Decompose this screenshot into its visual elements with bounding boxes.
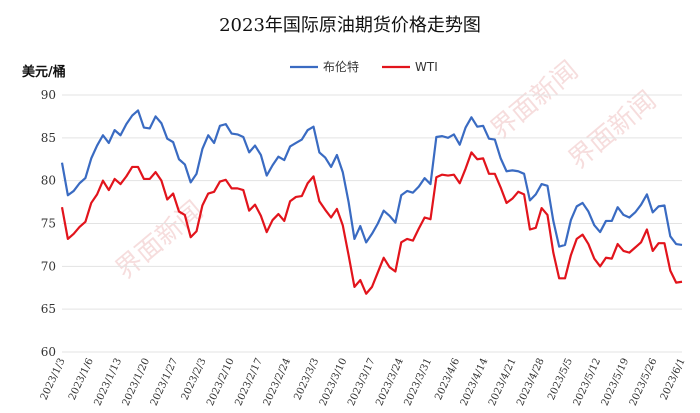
x-tick-label: 2023/1/20 bbox=[121, 357, 153, 408]
y-tick-label: 60 bbox=[41, 345, 56, 359]
x-tick-label: 2023/3/24 bbox=[374, 357, 406, 408]
y-tick-label: 75 bbox=[41, 217, 56, 231]
y-tick-label: 80 bbox=[41, 174, 56, 188]
watermark-text: 界面新闻 bbox=[485, 56, 584, 146]
x-tick-label: 2023/4/21 bbox=[487, 357, 519, 408]
x-tick-label: 2023/3/3 bbox=[292, 357, 321, 402]
y-axis-unit-label: 美元/桶 bbox=[22, 64, 66, 80]
x-tick-label: 2023/3/31 bbox=[402, 357, 434, 408]
x-tick-label: 2023/2/24 bbox=[262, 357, 294, 408]
legend-label-wti: WTI bbox=[415, 60, 438, 74]
watermark-text: 界面新闻 bbox=[563, 86, 662, 176]
y-tick-label: 90 bbox=[41, 88, 56, 102]
x-tick-label: 2023/2/10 bbox=[205, 357, 237, 408]
x-tick-label: 2023/6/1 bbox=[659, 357, 688, 402]
series-line-wti bbox=[60, 151, 683, 295]
x-tick-label: 2023/1/13 bbox=[92, 357, 124, 408]
x-tick-label: 2023/4/28 bbox=[515, 357, 547, 408]
series-line-brent bbox=[60, 109, 683, 248]
y-axis: 60 65 70 75 80 85 90 bbox=[41, 88, 56, 359]
x-tick-label: 2023/2/3 bbox=[180, 357, 209, 402]
x-tick-label: 2023/2/17 bbox=[233, 357, 265, 408]
watermark-text: 界面新闻 bbox=[110, 196, 209, 286]
x-tick-label: 2023/5/26 bbox=[628, 357, 660, 408]
chart-title: 2023年国际原油期货价格走势图 bbox=[219, 15, 481, 36]
x-tick-label: 2023/4/6 bbox=[433, 357, 462, 402]
watermark-layer: 界面新闻 界面新闻 界面新闻 bbox=[110, 56, 662, 286]
y-tick-label: 85 bbox=[41, 131, 56, 145]
y-tick-label: 65 bbox=[41, 302, 56, 316]
x-tick-label: 2023/1/6 bbox=[67, 357, 96, 402]
grid-lines bbox=[62, 94, 682, 353]
x-tick-label: 2023/3/17 bbox=[346, 357, 378, 408]
y-tick-label: 70 bbox=[41, 259, 56, 273]
legend-label-brent: 布伦特 bbox=[323, 59, 359, 74]
x-axis: 2023/1/3 2023/1/62023/1/132023/1/202023/1… bbox=[39, 357, 688, 408]
legend: 布伦特 WTI bbox=[290, 59, 438, 74]
x-tick-label: 2023/5/19 bbox=[600, 357, 632, 408]
series-group bbox=[60, 109, 683, 295]
x-tick-label: 2023/3/10 bbox=[318, 357, 350, 408]
x-tick-label: 2023/5/12 bbox=[572, 357, 604, 408]
x-tick-label: 2023/4/14 bbox=[459, 357, 491, 408]
x-tick-label: 2023/1/3 bbox=[39, 357, 68, 402]
x-tick-label: 2023/1/27 bbox=[149, 357, 181, 408]
x-tick-label: 2023/5/5 bbox=[546, 357, 575, 402]
